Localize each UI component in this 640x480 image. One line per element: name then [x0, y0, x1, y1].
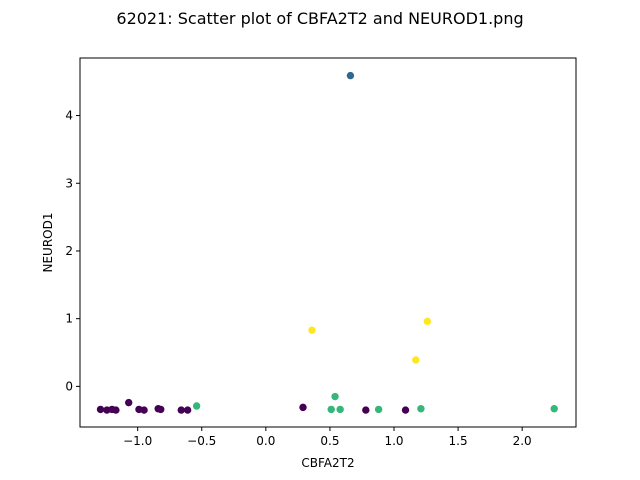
points-layer — [96, 71, 558, 414]
data-point — [412, 356, 420, 364]
y-tick-label: 4 — [65, 109, 73, 123]
data-point — [362, 406, 370, 414]
data-point — [374, 405, 383, 414]
plot-frame — [79, 57, 577, 428]
x-tick-label: −1.0 — [123, 434, 152, 448]
data-point — [177, 406, 185, 414]
data-point — [336, 405, 344, 414]
data-point — [125, 398, 133, 407]
data-point — [192, 402, 201, 410]
data-point — [550, 405, 558, 413]
data-point — [112, 406, 120, 414]
y-tick-label: 1 — [65, 312, 73, 326]
x-tick-label: 1.5 — [449, 434, 468, 448]
data-point — [140, 406, 148, 414]
x-tick-label: 2.0 — [513, 434, 532, 448]
data-point — [417, 405, 425, 413]
x-axis-label: CBFA2T2 — [301, 456, 354, 470]
data-point — [346, 71, 355, 80]
data-point — [157, 405, 165, 414]
data-point — [423, 317, 432, 326]
x-tick-label: 0.5 — [320, 434, 339, 448]
data-point — [308, 326, 316, 334]
data-point — [96, 405, 105, 414]
y-axis-label: NEUROD1 — [41, 213, 55, 273]
chart-title: 62021: Scatter plot of CBFA2T2 and NEURO… — [116, 9, 523, 28]
x-tick-label: −0.5 — [187, 434, 216, 448]
x-tick-label: 0.0 — [256, 434, 275, 448]
data-point — [401, 406, 410, 414]
y-tick-label: 2 — [65, 244, 73, 258]
plot-area — [80, 58, 576, 427]
data-point — [331, 392, 339, 401]
y-tick-label: 0 — [65, 379, 73, 393]
x-tick-label: 1.0 — [384, 434, 403, 448]
x-axis: −1.0 −0.5 0.0 0.5 1.0 1.5 2.0 — [123, 427, 532, 448]
y-axis: 0 1 2 3 4 — [65, 109, 80, 393]
data-point — [327, 405, 335, 414]
data-point — [299, 403, 307, 412]
data-point — [183, 406, 192, 414]
y-tick-label: 3 — [65, 176, 73, 190]
